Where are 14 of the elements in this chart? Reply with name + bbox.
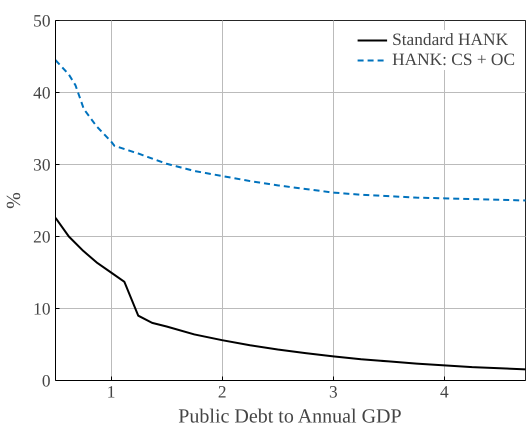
y-tick-label: 50 — [33, 12, 50, 30]
y-tick-label: 40 — [33, 84, 50, 102]
x-tick-label: 2 — [218, 382, 227, 402]
legend-label: HANK: CS + OC — [392, 50, 515, 70]
y-tick-label: 20 — [33, 228, 50, 246]
y-tick-label: 30 — [33, 156, 50, 174]
x-axis-title: Public Debt to Annual GDP — [178, 406, 402, 428]
y-tick-label: 0 — [42, 372, 51, 390]
legend-label: Standard HANK — [392, 30, 508, 50]
y-tick-label: 10 — [33, 300, 50, 318]
x-tick-label: 4 — [440, 382, 450, 402]
x-tick-label: 1 — [106, 382, 116, 402]
y-axis-title: % — [3, 192, 26, 209]
x-tick-label: 3 — [328, 382, 338, 402]
